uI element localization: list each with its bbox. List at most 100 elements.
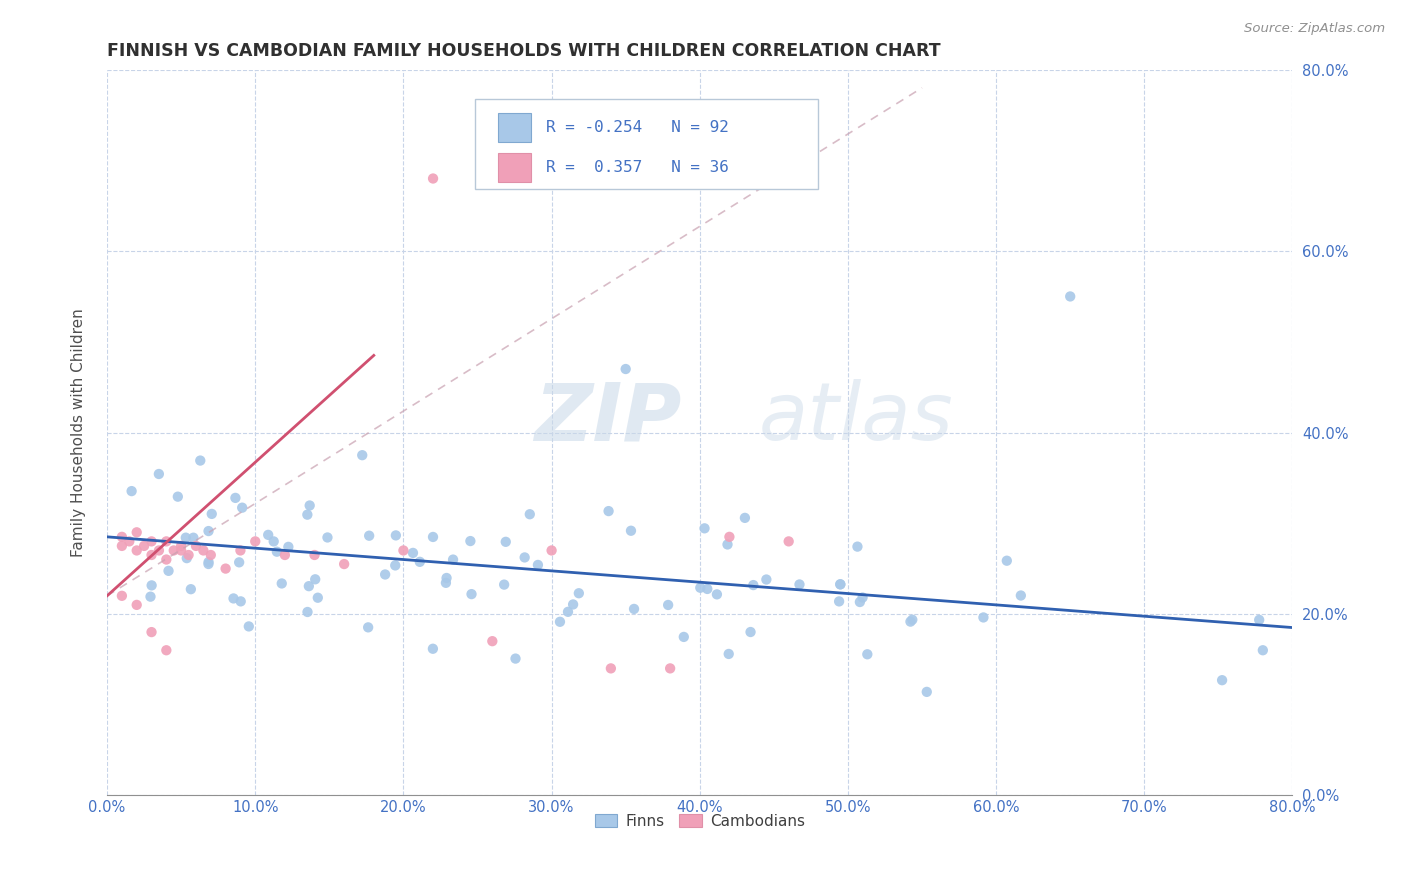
Point bbox=[224, 491, 246, 505]
FancyBboxPatch shape bbox=[498, 113, 531, 142]
Point bbox=[163, 543, 186, 558]
Point bbox=[266, 544, 288, 558]
Point bbox=[846, 540, 869, 554]
Text: atlas: atlas bbox=[759, 379, 953, 457]
Point bbox=[441, 552, 464, 566]
Point bbox=[180, 582, 202, 597]
Point bbox=[659, 661, 682, 675]
Point bbox=[141, 534, 163, 549]
Point bbox=[157, 564, 180, 578]
Point bbox=[742, 578, 765, 592]
Point bbox=[828, 594, 851, 608]
Point bbox=[155, 534, 177, 549]
Text: Source: ZipAtlas.com: Source: ZipAtlas.com bbox=[1244, 22, 1385, 36]
Point bbox=[111, 539, 134, 553]
Point bbox=[672, 630, 695, 644]
Point bbox=[197, 555, 219, 569]
Point bbox=[304, 548, 326, 562]
Legend: Finns, Cambodians: Finns, Cambodians bbox=[588, 807, 811, 835]
Point bbox=[527, 558, 550, 572]
Point bbox=[257, 528, 280, 542]
Text: ZIP: ZIP bbox=[534, 379, 681, 457]
Point bbox=[277, 540, 299, 554]
Point bbox=[125, 598, 148, 612]
Point bbox=[830, 577, 852, 591]
Point bbox=[357, 620, 380, 634]
Point bbox=[229, 543, 252, 558]
Point bbox=[222, 591, 245, 606]
Point bbox=[548, 615, 571, 629]
Point bbox=[184, 539, 207, 553]
Point bbox=[298, 579, 321, 593]
Point bbox=[141, 625, 163, 640]
Point bbox=[155, 643, 177, 657]
Point bbox=[177, 548, 200, 562]
Point bbox=[620, 524, 643, 538]
Point bbox=[598, 504, 620, 518]
Point bbox=[901, 613, 924, 627]
Point bbox=[148, 543, 170, 558]
Point bbox=[434, 575, 457, 590]
Point bbox=[1059, 289, 1081, 303]
Point bbox=[422, 171, 444, 186]
Point bbox=[851, 591, 873, 605]
Point bbox=[139, 590, 162, 604]
Y-axis label: Family Households with Children: Family Households with Children bbox=[72, 308, 86, 557]
Point bbox=[740, 625, 762, 640]
Point bbox=[188, 453, 211, 467]
Point bbox=[513, 550, 536, 565]
Point bbox=[274, 548, 297, 562]
Point bbox=[231, 500, 253, 515]
Point bbox=[856, 647, 879, 661]
Point bbox=[166, 490, 188, 504]
Point bbox=[689, 581, 711, 595]
Point bbox=[422, 641, 444, 656]
Point bbox=[197, 524, 219, 538]
Point bbox=[755, 573, 778, 587]
Text: R = -0.254   N = 92: R = -0.254 N = 92 bbox=[546, 120, 728, 136]
Point bbox=[359, 529, 381, 543]
Point bbox=[1251, 643, 1274, 657]
Point bbox=[849, 595, 872, 609]
Point bbox=[307, 591, 329, 605]
Point bbox=[304, 572, 326, 586]
Point bbox=[460, 534, 482, 549]
Point bbox=[176, 551, 198, 566]
Point bbox=[599, 661, 621, 675]
Point bbox=[200, 548, 222, 562]
Point bbox=[481, 634, 503, 648]
Point bbox=[193, 543, 215, 558]
Point bbox=[385, 528, 408, 542]
Point bbox=[1249, 613, 1271, 627]
Point bbox=[1211, 673, 1233, 688]
Point bbox=[706, 587, 728, 601]
Point bbox=[562, 598, 585, 612]
Point bbox=[436, 571, 458, 585]
Point bbox=[696, 582, 718, 596]
Point bbox=[297, 508, 319, 522]
Point bbox=[214, 561, 236, 575]
Point bbox=[623, 602, 645, 616]
Point bbox=[614, 362, 637, 376]
Point bbox=[718, 530, 741, 544]
FancyBboxPatch shape bbox=[475, 99, 818, 189]
Point bbox=[333, 557, 356, 571]
Point bbox=[540, 543, 562, 558]
Point bbox=[717, 647, 740, 661]
Point bbox=[392, 543, 415, 558]
Point bbox=[519, 507, 541, 521]
FancyBboxPatch shape bbox=[498, 153, 531, 182]
Point bbox=[409, 555, 432, 569]
Point bbox=[716, 537, 738, 551]
Point bbox=[298, 499, 321, 513]
Point bbox=[830, 577, 852, 591]
Point bbox=[155, 552, 177, 566]
Point bbox=[174, 531, 197, 545]
Point bbox=[141, 548, 163, 562]
Point bbox=[374, 567, 396, 582]
Point bbox=[495, 534, 517, 549]
Point bbox=[245, 534, 267, 549]
Point bbox=[263, 534, 285, 549]
Point bbox=[134, 539, 156, 553]
Point bbox=[402, 546, 425, 560]
